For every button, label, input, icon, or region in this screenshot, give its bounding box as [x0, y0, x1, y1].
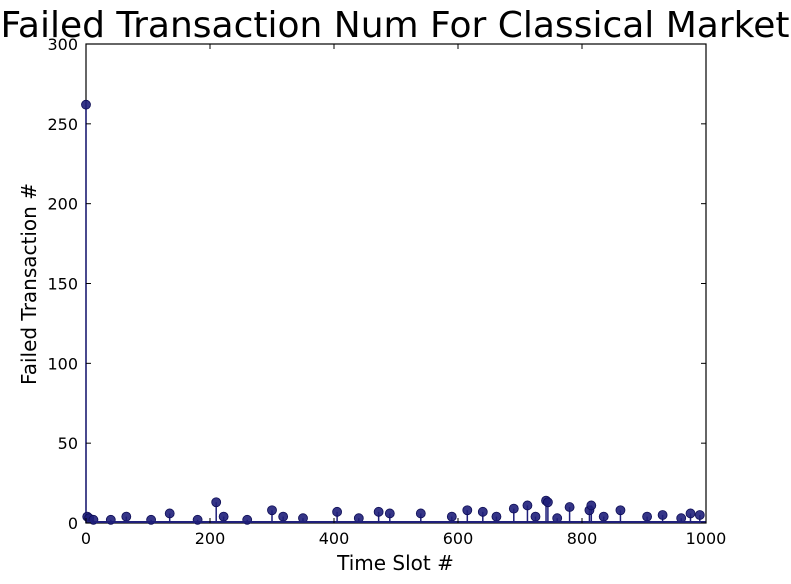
x-tick-label: 800: [567, 529, 598, 548]
x-tick-label: 200: [195, 529, 226, 548]
data-point: [415, 508, 426, 519]
data-point: [81, 99, 91, 110]
y-tick-label: 250: [47, 115, 78, 134]
y-tick-label: 100: [47, 354, 78, 373]
y-tick-label: 300: [47, 35, 78, 54]
y-tick-label: 200: [47, 195, 78, 214]
y-axis-label: Failed Transaction #: [17, 183, 41, 385]
data-point: [530, 511, 541, 522]
chart-title: Failed Transaction Num For Classical Mar…: [0, 5, 789, 46]
data-point: [508, 503, 519, 514]
data-point: [586, 500, 597, 511]
data-point: [657, 510, 668, 520]
data-point: [642, 511, 652, 522]
data-point: [491, 511, 502, 522]
data-point: [218, 511, 229, 522]
data-point: [543, 497, 553, 508]
data-point: [477, 506, 488, 517]
y-axis-ticks: 0 50 100 150 200 250 300: [47, 35, 706, 533]
data-point: [462, 505, 473, 516]
data-point: [564, 502, 575, 512]
plot-area: [81, 43, 707, 525]
data-point: [332, 506, 343, 517]
x-axis-label: Time Slot #: [336, 551, 454, 575]
data-point: [615, 505, 626, 516]
data-point: [446, 511, 457, 522]
data-point: [685, 508, 696, 519]
x-tick-label: 1000: [686, 529, 727, 548]
y-tick-label: 150: [47, 275, 78, 294]
data-points: [81, 99, 705, 525]
data-point: [384, 508, 395, 519]
data-point: [694, 510, 705, 520]
data-point: [164, 508, 175, 519]
x-tick-label: 600: [443, 529, 474, 548]
data-point: [267, 505, 277, 516]
y-tick-label: 50: [58, 434, 78, 453]
data-point: [278, 511, 289, 522]
data-point: [121, 511, 132, 522]
plot-frame: [85, 43, 707, 524]
x-tick-label: 400: [319, 529, 350, 548]
x-axis-ticks: 0 200 400 600 800 1000: [81, 44, 726, 548]
data-point: [211, 497, 222, 508]
data-point: [373, 506, 384, 517]
data-point: [598, 511, 609, 522]
y-tick-label: 0: [68, 514, 78, 533]
data-point: [522, 500, 533, 511]
stems: [85, 104, 701, 523]
x-tick-label: 0: [81, 529, 91, 548]
